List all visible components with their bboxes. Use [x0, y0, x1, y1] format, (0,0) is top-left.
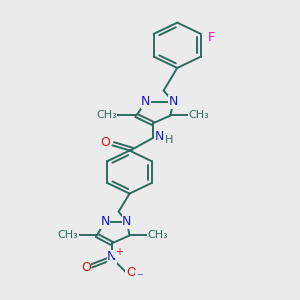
Text: +: + [115, 248, 123, 257]
Text: N: N [141, 95, 151, 108]
Text: CH₃: CH₃ [96, 110, 117, 121]
Text: N: N [100, 215, 110, 228]
Text: N: N [107, 250, 116, 263]
Text: CH₃: CH₃ [148, 230, 169, 241]
Text: O: O [81, 261, 91, 274]
Text: CH₃: CH₃ [189, 110, 209, 121]
Text: CH₃: CH₃ [58, 230, 79, 241]
Text: O: O [126, 266, 136, 279]
Text: F: F [208, 31, 215, 44]
Text: H: H [165, 135, 173, 146]
Text: N: N [122, 215, 131, 228]
Text: N: N [155, 130, 164, 143]
Text: O: O [100, 136, 110, 149]
Text: N: N [169, 95, 178, 108]
Text: ⁻: ⁻ [136, 271, 142, 284]
